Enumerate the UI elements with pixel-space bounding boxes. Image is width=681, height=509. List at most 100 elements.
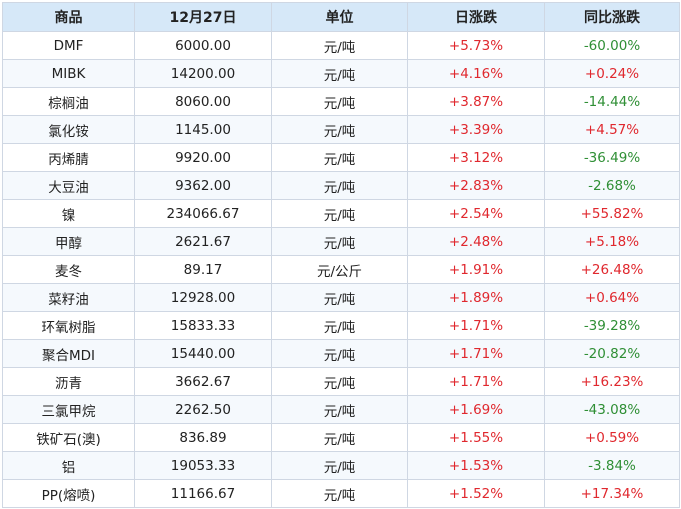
commodity-name-cell: 三氯甲烷 [2,395,135,424]
table-row: 菜籽油 12928.00 元/吨 +1.89% +0.64% [2,283,680,312]
table-row: PP(熔喷) 11166.67 元/吨 +1.52% +17.34% [2,479,680,508]
table-body: DMF 6000.00 元/吨 +5.73% -60.00% MIBK 14200.00 元/… [2,31,680,508]
unit-cell: 元/吨 [271,87,408,116]
unit-cell: 元/吨 [271,339,408,368]
commodity-name-cell: 铝 [2,451,135,480]
price-cell: 3662.67 [134,367,272,396]
table-row: 铝 19053.33 元/吨 +1.53% -3.84% [2,451,680,480]
price-cell: 15440.00 [134,339,272,368]
yoy-change-cell: -3.84% [544,451,680,480]
daily-change-cell: +1.55% [407,423,545,452]
unit-cell: 元/吨 [271,199,408,228]
price-cell: 19053.33 [134,451,272,480]
yoy-change-cell: +17.34% [544,479,680,508]
daily-change-cell: +1.69% [407,395,545,424]
table-row: 铁矿石(澳) 836.89 元/吨 +1.55% +0.59% [2,423,680,452]
daily-change-cell: +1.71% [407,367,545,396]
price-cell: 9362.00 [134,171,272,200]
daily-change-cell: +1.89% [407,283,545,312]
daily-change-cell: +1.52% [407,479,545,508]
unit-cell: 元/吨 [271,59,408,88]
price-cell: 2621.67 [134,227,272,256]
yoy-change-cell: -60.00% [544,31,680,60]
table-row: 沥青 3662.67 元/吨 +1.71% +16.23% [2,367,680,396]
yoy-change-cell: +55.82% [544,199,680,228]
yoy-change-cell: +26.48% [544,255,680,284]
daily-change-cell: +3.39% [407,115,545,144]
price-cell: 6000.00 [134,31,272,60]
table-row: 大豆油 9362.00 元/吨 +2.83% -2.68% [2,171,680,200]
commodity-name-cell: 丙烯腈 [2,143,135,172]
price-cell: 11166.67 [134,479,272,508]
unit-cell: 元/吨 [271,31,408,60]
commodity-name-cell: 甲醇 [2,227,135,256]
price-cell: 14200.00 [134,59,272,88]
table-row: 镍 234066.67 元/吨 +2.54% +55.82% [2,199,680,228]
yoy-change-cell: +5.18% [544,227,680,256]
table-row: 氯化铵 1145.00 元/吨 +3.39% +4.57% [2,115,680,144]
column-header-daily-change: 日涨跌 [407,2,545,32]
yoy-change-cell: -20.82% [544,339,680,368]
commodity-name-cell: 氯化铵 [2,115,135,144]
commodity-name-cell: 大豆油 [2,171,135,200]
table-row: MIBK 14200.00 元/吨 +4.16% +0.24% [2,59,680,88]
column-header-commodity: 商品 [2,2,135,32]
column-header-yoy-change: 同比涨跌 [544,2,680,32]
table-row: 聚合MDI 15440.00 元/吨 +1.71% -20.82% [2,339,680,368]
price-cell: 2262.50 [134,395,272,424]
price-cell: 8060.00 [134,87,272,116]
yoy-change-cell: -14.44% [544,87,680,116]
unit-cell: 元/吨 [271,311,408,340]
table-row: 丙烯腈 9920.00 元/吨 +3.12% -36.49% [2,143,680,172]
unit-cell: 元/吨 [271,115,408,144]
daily-change-cell: +5.73% [407,31,545,60]
yoy-change-cell: -43.08% [544,395,680,424]
commodity-name-cell: DMF [2,31,135,60]
daily-change-cell: +4.16% [407,59,545,88]
price-cell: 9920.00 [134,143,272,172]
yoy-change-cell: -2.68% [544,171,680,200]
daily-change-cell: +3.12% [407,143,545,172]
daily-change-cell: +1.53% [407,451,545,480]
yoy-change-cell: +0.24% [544,59,680,88]
commodity-name-cell: 沥青 [2,367,135,396]
yoy-change-cell: -36.49% [544,143,680,172]
unit-cell: 元/吨 [271,395,408,424]
unit-cell: 元/吨 [271,283,408,312]
table-row: DMF 6000.00 元/吨 +5.73% -60.00% [2,31,680,60]
price-cell: 15833.33 [134,311,272,340]
table-row: 棕榈油 8060.00 元/吨 +3.87% -14.44% [2,87,680,116]
yoy-change-cell: +16.23% [544,367,680,396]
commodity-name-cell: MIBK [2,59,135,88]
daily-change-cell: +1.71% [407,339,545,368]
unit-cell: 元/吨 [271,143,408,172]
unit-cell: 元/吨 [271,451,408,480]
daily-change-cell: +1.91% [407,255,545,284]
column-header-date-price: 12月27日 [134,2,272,32]
commodity-name-cell: 聚合MDI [2,339,135,368]
price-cell: 89.17 [134,255,272,284]
daily-change-cell: +2.48% [407,227,545,256]
commodity-name-cell: PP(熔喷) [2,479,135,508]
commodity-name-cell: 镍 [2,199,135,228]
commodity-name-cell: 麦冬 [2,255,135,284]
table-row: 甲醇 2621.67 元/吨 +2.48% +5.18% [2,227,680,256]
unit-cell: 元/吨 [271,227,408,256]
column-header-unit: 单位 [271,2,408,32]
yoy-change-cell: +4.57% [544,115,680,144]
unit-cell: 元/吨 [271,423,408,452]
yoy-change-cell: -39.28% [544,311,680,340]
commodity-name-cell: 铁矿石(澳) [2,423,135,452]
daily-change-cell: +2.83% [407,171,545,200]
unit-cell: 元/吨 [271,479,408,508]
price-cell: 234066.67 [134,199,272,228]
table-row: 三氯甲烷 2262.50 元/吨 +1.69% -43.08% [2,395,680,424]
price-cell: 12928.00 [134,283,272,312]
commodity-name-cell: 菜籽油 [2,283,135,312]
price-cell: 1145.00 [134,115,272,144]
unit-cell: 元/公斤 [271,255,408,284]
daily-change-cell: +1.71% [407,311,545,340]
yoy-change-cell: +0.64% [544,283,680,312]
daily-change-cell: +2.54% [407,199,545,228]
